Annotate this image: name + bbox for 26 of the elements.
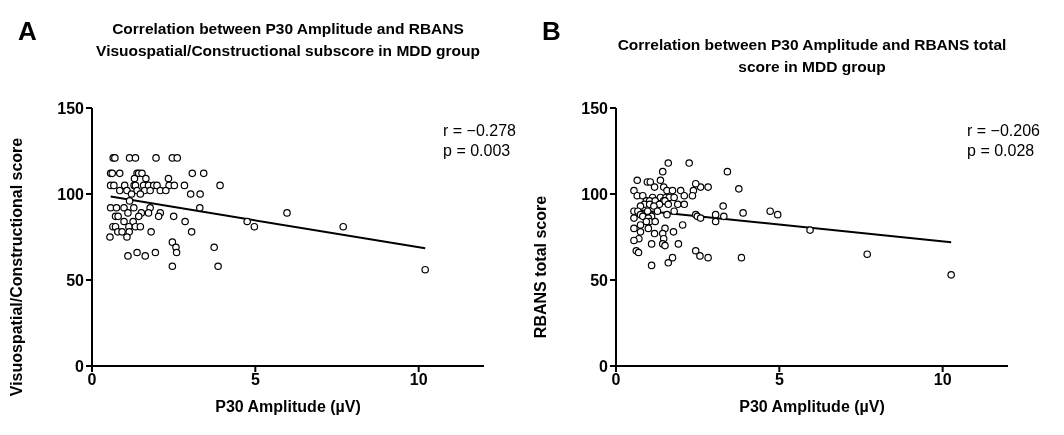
y-tick-label: 50: [590, 271, 609, 289]
y-tick-label: 0: [75, 357, 85, 375]
x-tick-label: 5: [250, 371, 260, 389]
y-tick-label: 100: [57, 185, 85, 203]
x-tick-label: 10: [933, 371, 952, 389]
chart-title: Correlation between P30 Amplitude and RBANS total score in MDD group: [616, 35, 1008, 77]
y-tick-label: 50: [66, 271, 85, 289]
annotation: r = −0.206: [967, 121, 1040, 141]
y-axis-title: Visuospatial/Constructional score: [7, 137, 25, 397]
x-tick-label: 0: [87, 371, 97, 389]
text: B: [542, 16, 561, 47]
y-axis-title: RBANS total score: [531, 195, 549, 339]
y-tick-label: 0: [599, 357, 609, 375]
x-tick-label: 0: [611, 371, 621, 389]
annotation: p = 0.028: [967, 141, 1036, 161]
y-tick-label: 150: [57, 99, 85, 117]
x-tick-label: 5: [774, 371, 784, 389]
annotation: p = 0.003: [443, 141, 512, 161]
annotation: r = −0.278: [443, 121, 516, 141]
chart-title: Correlation between P30 Amplitude and RBANS Visuospatial/Constructional subscore in MDD group: [95, 19, 481, 61]
text: A: [18, 16, 37, 47]
x-axis-title: P30 Amplitude (µV): [215, 398, 361, 415]
x-tick-label: 10: [409, 371, 428, 389]
y-tick-label: 100: [581, 185, 609, 203]
y-tick-label: 150: [581, 99, 609, 117]
x-axis-title: P30 Amplitude (µV): [739, 398, 885, 415]
